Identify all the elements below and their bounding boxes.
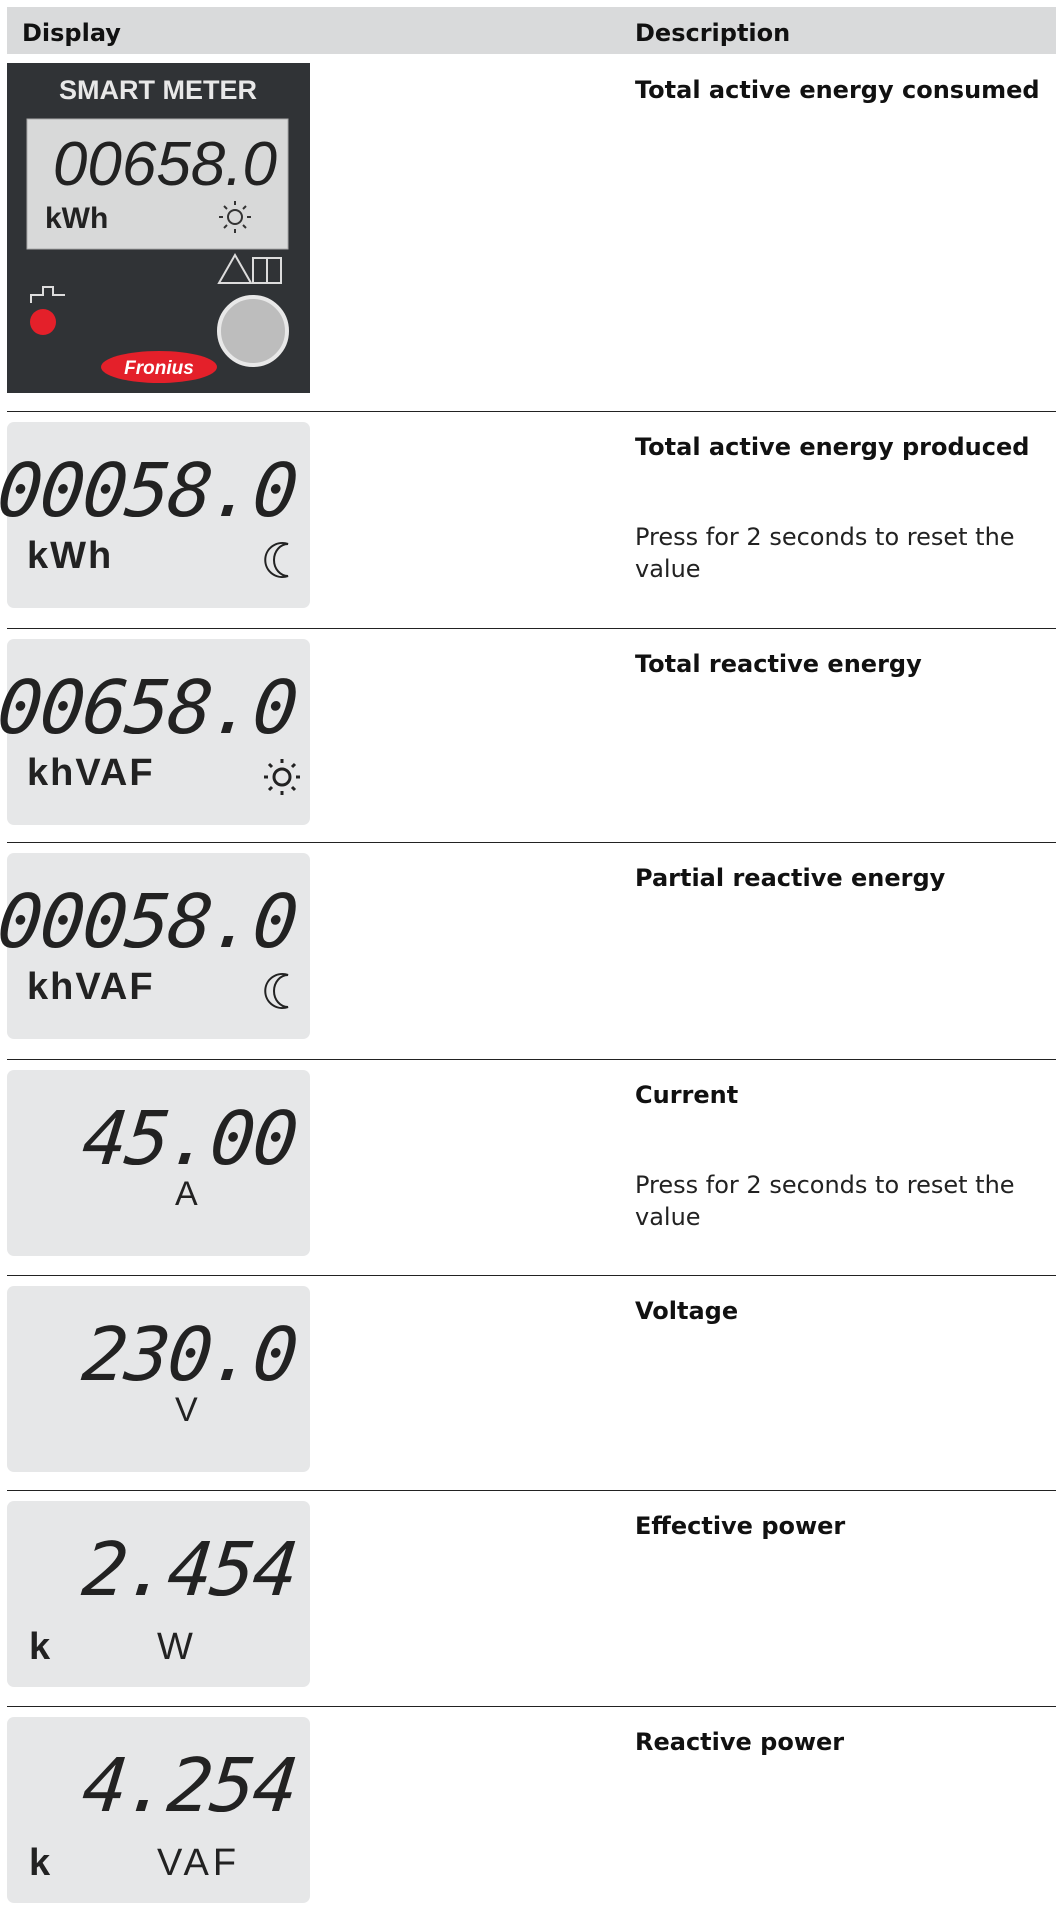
lcd-reading: 45.00 bbox=[79, 1096, 301, 1182]
row-divider bbox=[7, 1706, 1056, 1707]
lcd-unit: A bbox=[175, 1175, 198, 1214]
table-header: Display Description bbox=[7, 7, 1056, 54]
row-divider bbox=[7, 842, 1056, 843]
row-note: Press for 2 seconds to reset the value bbox=[635, 1169, 1035, 1233]
row-title: Current bbox=[635, 1081, 738, 1109]
lcd-unit: W bbox=[157, 1626, 197, 1669]
lcd-reading: 00058.0 bbox=[0, 448, 301, 534]
row-divider bbox=[7, 1059, 1056, 1060]
lcd-panel: 2.454 k W bbox=[7, 1501, 310, 1687]
row-title: Total active energy produced bbox=[635, 433, 1029, 461]
brand-logo: Fronius bbox=[124, 358, 194, 379]
lcd-reading: 230.0 bbox=[79, 1312, 301, 1398]
header-display: Display bbox=[22, 19, 121, 47]
unit-prefix: k bbox=[29, 1626, 50, 1669]
lcd-reading: 00058.0 bbox=[0, 879, 301, 965]
lcd-unit: VAF bbox=[157, 1842, 240, 1885]
row-note: Press for 2 seconds to reset the value bbox=[635, 521, 1035, 585]
row-divider bbox=[7, 1490, 1056, 1491]
header-description: Description bbox=[635, 19, 790, 47]
row-title: Reactive power bbox=[635, 1728, 844, 1756]
row-title: Partial reactive energy bbox=[635, 864, 945, 892]
unit-prefix: k bbox=[29, 1842, 50, 1885]
row-divider bbox=[7, 628, 1056, 629]
moon-icon bbox=[262, 971, 302, 1011]
lcd-reading: 2.454 bbox=[79, 1527, 301, 1613]
lcd-unit: kWh bbox=[27, 535, 113, 578]
lcd-panel: 4.254 k VAF bbox=[7, 1717, 310, 1903]
row-divider bbox=[7, 411, 1056, 412]
device-label: SMART METER bbox=[59, 75, 257, 105]
lcd-reading: 00658.0 bbox=[0, 665, 301, 751]
device-unit: kWh bbox=[45, 202, 108, 235]
row-title: Total reactive energy bbox=[635, 650, 922, 678]
row-title: Voltage bbox=[635, 1297, 738, 1325]
row-title: Total active energy consumed bbox=[635, 76, 1040, 104]
lcd-unit: khVAF bbox=[27, 966, 155, 1009]
row-title: Effective power bbox=[635, 1512, 845, 1540]
page: Display Description SMART METER 00658.0 … bbox=[0, 0, 1060, 1919]
smart-meter-device: SMART METER 00658.0 kWh Fronius bbox=[7, 63, 310, 393]
moon-icon bbox=[262, 540, 302, 580]
lcd-unit: V bbox=[175, 1391, 198, 1430]
lcd-unit: khVAF bbox=[27, 752, 155, 795]
row-divider bbox=[7, 1275, 1056, 1276]
sun-icon bbox=[262, 757, 302, 797]
device-reading: 00658.0 bbox=[53, 130, 277, 199]
lcd-reading: 4.254 bbox=[79, 1743, 301, 1829]
